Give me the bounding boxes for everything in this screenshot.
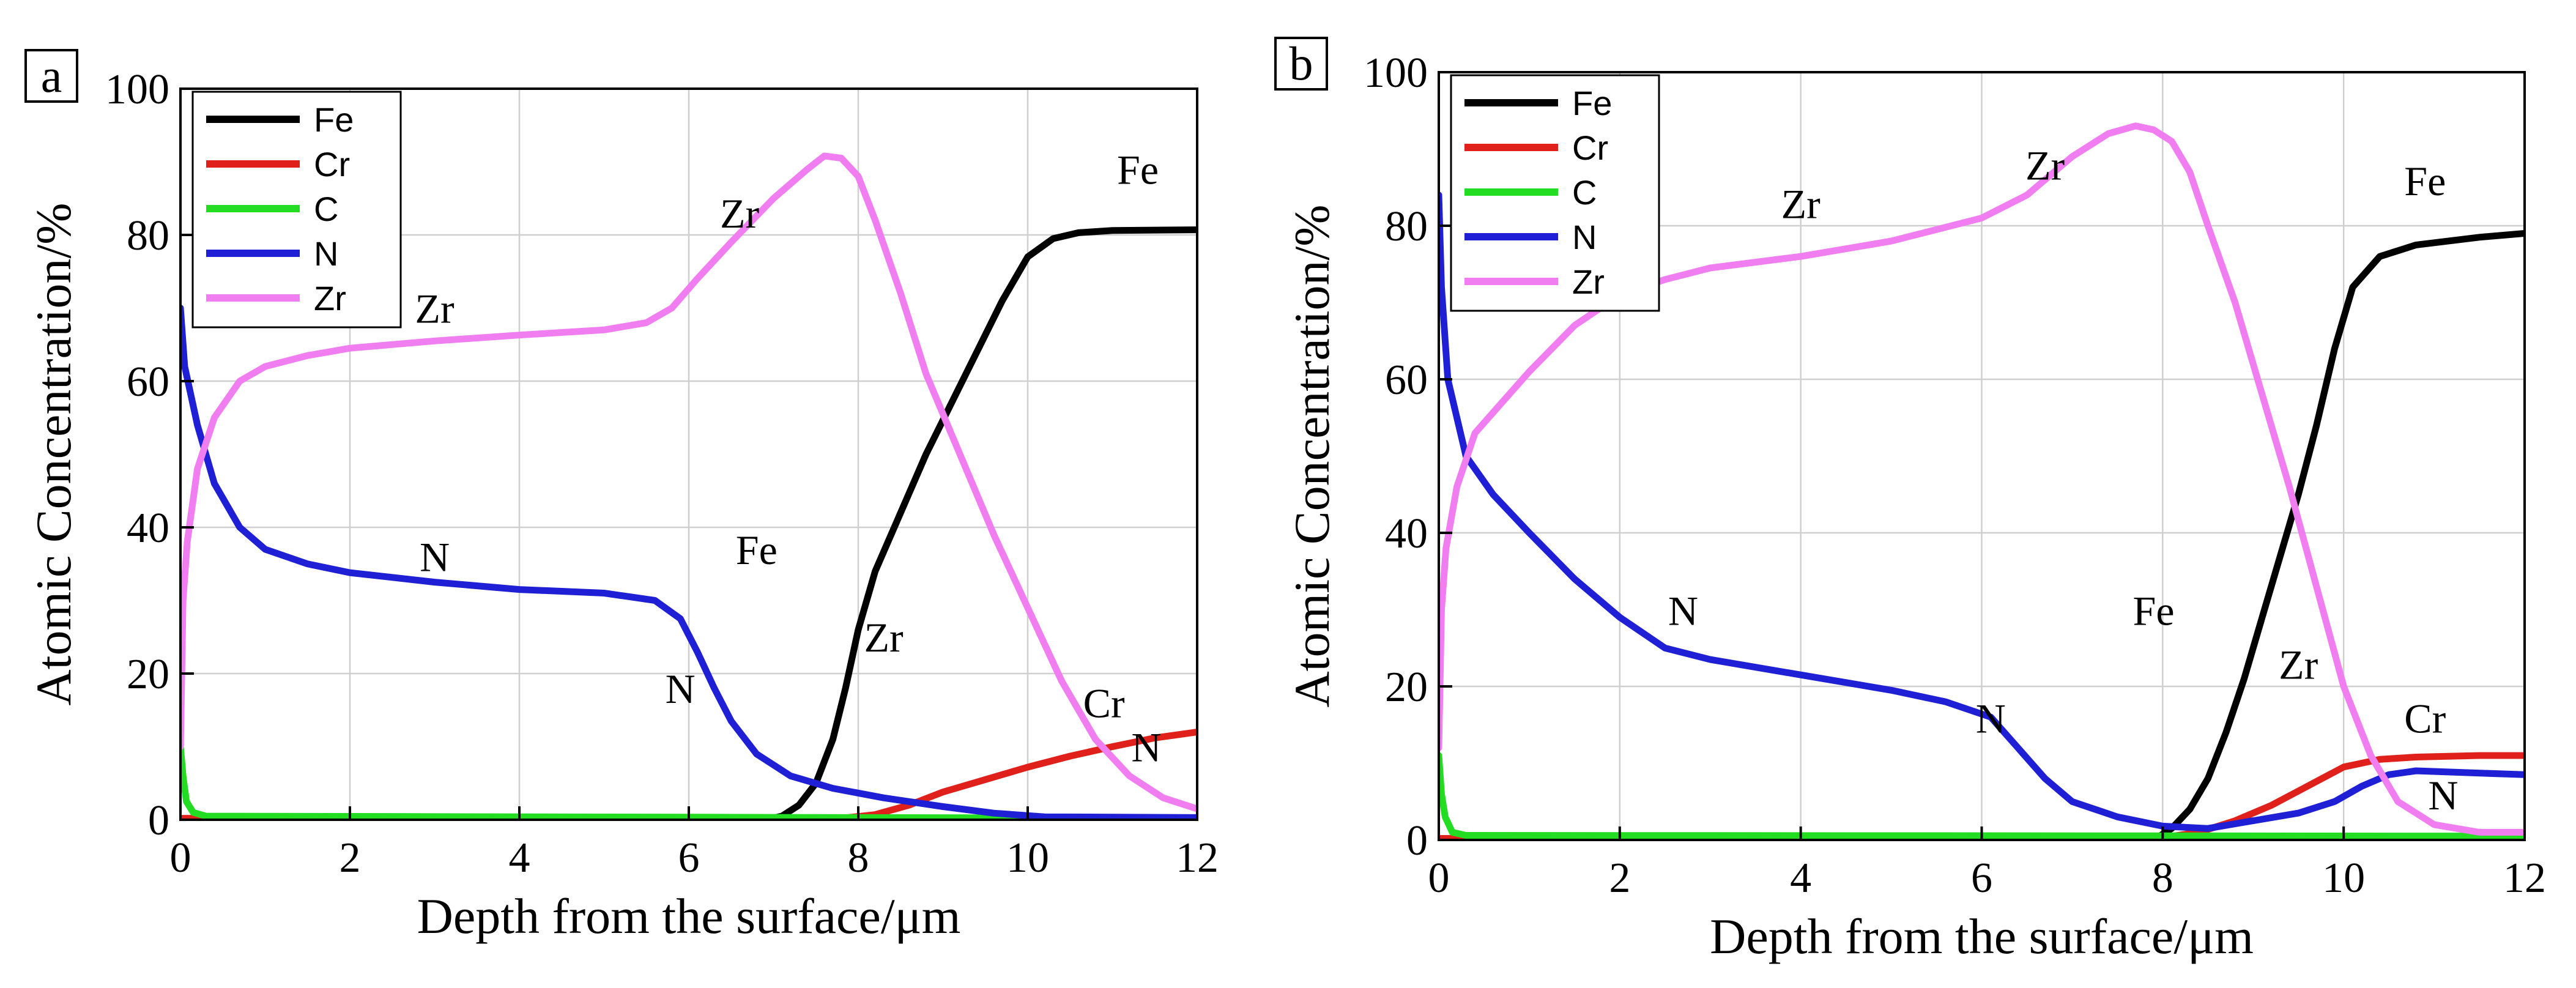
x-tick-label: 2 [340,834,361,882]
series-line-zr [180,152,1197,812]
y-tick-label: 0 [148,797,169,844]
series-group [1439,122,2525,840]
y-tick-label: 40 [127,505,169,552]
series-group [180,152,1197,820]
legend-label-cr: Cr [1572,128,1608,167]
annotation-label: Fe [2404,158,2446,204]
x-tick-label: 2 [1609,855,1630,902]
y-tick-label: 0 [1406,817,1428,864]
x-tick-label: 0 [1428,855,1450,902]
y-tick-label: 100 [105,66,169,113]
y-tick-label: 20 [1385,664,1428,711]
legend: Fe Cr CN Zr [1450,74,1660,312]
x-tick-label: 4 [1790,855,1811,902]
annotation-label: Zr [720,190,760,237]
x-tick-label: 12 [1176,834,1219,882]
x-tick-label: 8 [2152,855,2173,902]
x-axis-title: Depth from the surface/μm [417,888,961,944]
legend-label-c: C [1572,173,1597,212]
x-tick-label: 10 [1006,834,1049,882]
annotation-label: N [1976,695,2006,741]
panel-label-box [1274,37,1328,91]
series-line-zr [1439,122,2525,836]
y-tick-label: 100 [1364,50,1428,97]
annotation-label: Zr [864,614,904,661]
y-axis-title: Atomic Concentration/% [26,202,81,705]
y-tick-label: 60 [127,358,169,406]
series-line-fe [180,226,1197,820]
series-line-n [1439,191,2525,832]
y-axis-title: Atomic Concentration/% [1284,204,1340,707]
legend-label-cr: Cr [314,145,350,184]
x-tick-label: 0 [170,834,191,882]
annotation-label: Zr [1781,180,1821,227]
series-line-fe [1439,230,2525,840]
annotation-label: N [420,534,450,581]
panel-a: 0 2 4 6 8 10 12 0 20 40 60 80 100 Depth from the surf… [24,49,1219,944]
legend-label-zr: Zr [314,279,346,318]
annotation-label: Zr [2279,641,2318,688]
x-tick-label: 4 [509,834,530,882]
annotation-label: Cr [1083,680,1125,727]
series-line-c [180,743,1197,820]
legend: Fe Cr CN Zr [191,91,402,329]
x-tick-label: 12 [2503,855,2546,902]
y-tick-label: 60 [1385,357,1428,404]
legend-label-n: N [314,234,338,273]
panel-label: b [1290,37,1313,90]
x-tick-label: 8 [848,834,869,882]
y-tick-label: 80 [127,212,169,259]
annotation-label: Fe [736,527,778,573]
legend-label-n: N [1572,218,1597,256]
y-tick-label: 80 [1385,203,1428,250]
annotation-label: N [1131,724,1161,770]
y-tick-label: 40 [1385,510,1428,557]
legend-label-zr: Zr [1572,262,1605,301]
series-line-n [180,305,1197,820]
annotation-label: N [666,666,696,712]
panel-label-box [24,49,78,103]
x-tick-label: 10 [2322,855,2365,902]
x-tick-label: 6 [678,834,700,882]
panel-label: a [41,49,62,102]
annotation-label: Fe [2133,588,2175,634]
legend-label-fe: Fe [314,100,354,139]
x-axis-title: Depth from the surface/μm [1710,908,2254,964]
annotation-label: N [1668,588,1698,634]
x-tick-label: 6 [1971,855,1992,902]
series-line-c [1439,752,2525,840]
annotation-label: Zr [2025,143,2065,189]
legend-label-c: C [314,190,338,228]
legend-label-fe: Fe [1572,84,1612,122]
annotation-label: N [2428,772,2458,819]
annotation-label: Cr [2404,695,2446,741]
annotation-label: Zr [415,285,455,332]
annotation-label: Fe [1117,146,1159,193]
panel-b: 0 2 4 6 8 10 12 0 20 40 60 80 100 Depth from the surf… [1274,37,2546,964]
y-tick-label: 20 [127,651,169,698]
